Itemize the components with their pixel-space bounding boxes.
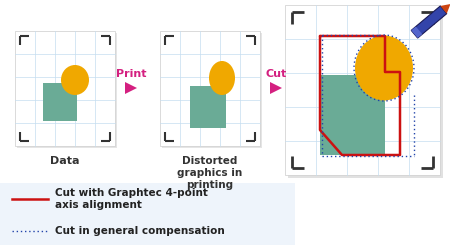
Bar (162, 33, 262, 147)
Bar (320, 75, 385, 155)
Bar (190, 86, 226, 128)
Bar (17, 33, 117, 147)
Polygon shape (411, 6, 447, 38)
Text: Cut with Graphtec 4-point
axis alignment: Cut with Graphtec 4-point axis alignment (55, 188, 208, 210)
Text: Data: Data (50, 155, 80, 166)
Bar (160, 30, 260, 145)
Ellipse shape (61, 65, 89, 95)
Bar (43, 83, 77, 121)
Bar (0, 183, 295, 245)
Text: Cut in general compensation: Cut in general compensation (55, 226, 225, 236)
Ellipse shape (209, 61, 235, 95)
Polygon shape (270, 82, 282, 94)
Text: Print: Print (116, 69, 146, 79)
Bar (288, 8, 442, 178)
Text: Distorted
graphics in
printing: Distorted graphics in printing (177, 155, 243, 190)
Ellipse shape (355, 36, 413, 101)
Bar (15, 30, 115, 145)
Polygon shape (441, 4, 450, 14)
Polygon shape (125, 82, 137, 94)
Bar (284, 5, 440, 175)
Text: Cut: Cut (266, 69, 287, 79)
Polygon shape (411, 27, 422, 38)
